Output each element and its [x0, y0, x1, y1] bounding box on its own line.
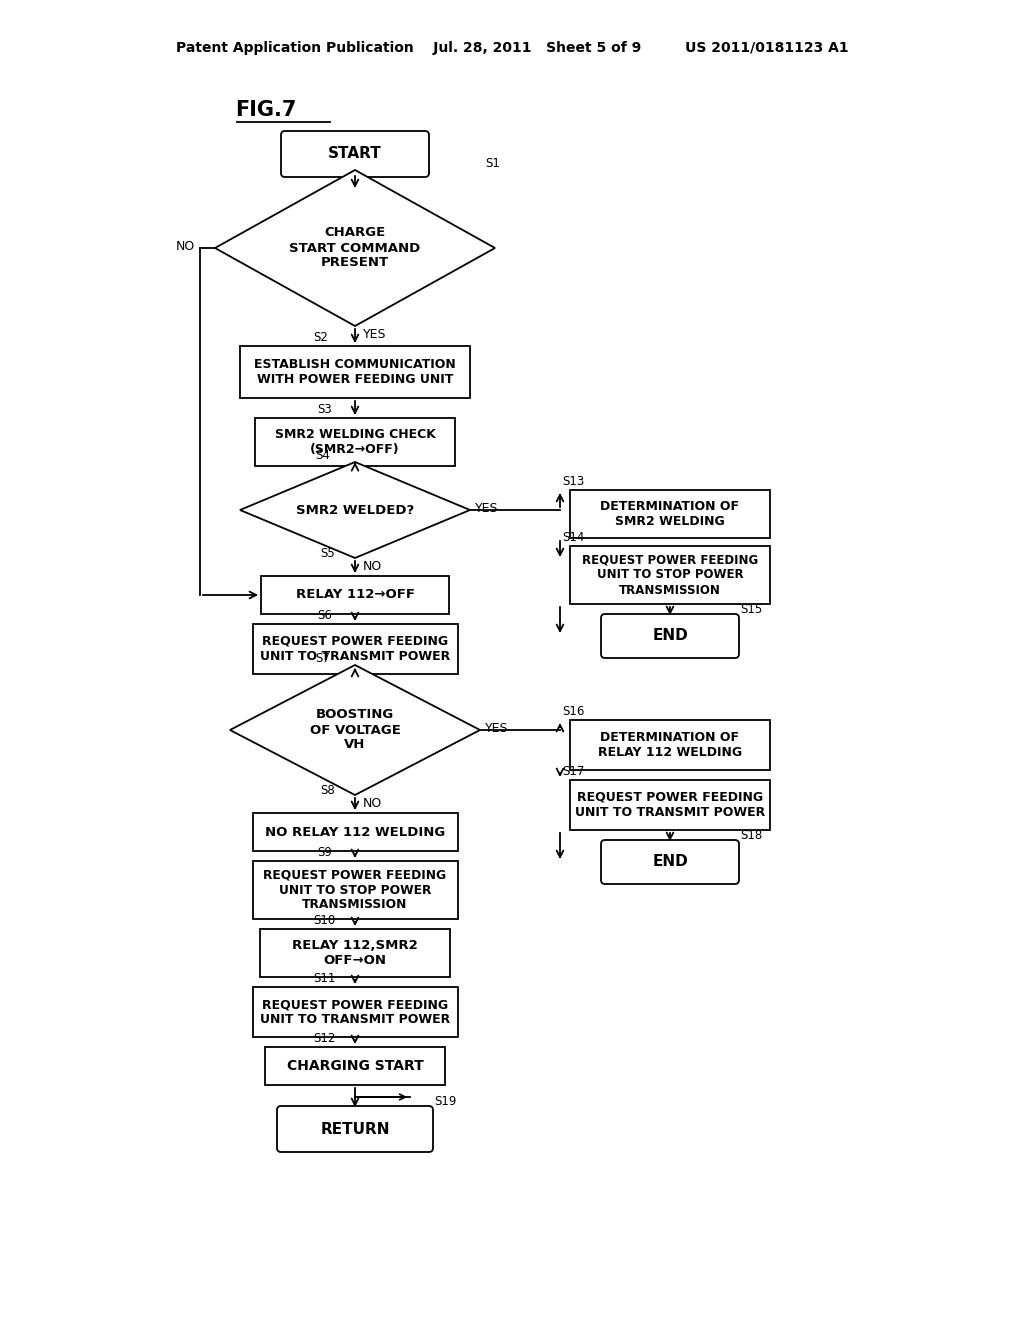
- Text: ESTABLISH COMMUNICATION
WITH POWER FEEDING UNIT: ESTABLISH COMMUNICATION WITH POWER FEEDI…: [254, 358, 456, 385]
- Bar: [255, 418, 455, 466]
- Text: REQUEST POWER FEEDING
UNIT TO TRANSMIT POWER: REQUEST POWER FEEDING UNIT TO TRANSMIT P…: [260, 635, 451, 663]
- Text: S3: S3: [317, 403, 332, 416]
- Text: CHARGING START: CHARGING START: [287, 1059, 423, 1073]
- Text: S5: S5: [319, 546, 335, 560]
- Text: CHARGE
START COMMAND
PRESENT: CHARGE START COMMAND PRESENT: [290, 227, 421, 269]
- FancyBboxPatch shape: [281, 131, 429, 177]
- Polygon shape: [215, 170, 495, 326]
- Bar: [253, 813, 458, 851]
- Text: REQUEST POWER FEEDING
UNIT TO STOP POWER
TRANSMISSION: REQUEST POWER FEEDING UNIT TO STOP POWER…: [582, 553, 758, 597]
- Text: FIG.7: FIG.7: [234, 100, 296, 120]
- Text: S7: S7: [315, 652, 330, 665]
- Text: YES: YES: [475, 502, 499, 515]
- Bar: [260, 929, 450, 977]
- Text: S4: S4: [315, 449, 330, 462]
- Text: END: END: [652, 854, 688, 870]
- Text: S16: S16: [562, 705, 585, 718]
- Polygon shape: [230, 665, 480, 795]
- Text: REQUEST POWER FEEDING
UNIT TO TRANSMIT POWER: REQUEST POWER FEEDING UNIT TO TRANSMIT P…: [574, 791, 765, 818]
- FancyBboxPatch shape: [278, 1106, 433, 1152]
- Text: DETERMINATION OF
SMR2 WELDING: DETERMINATION OF SMR2 WELDING: [600, 500, 739, 528]
- Text: YES: YES: [485, 722, 509, 735]
- Text: S19: S19: [434, 1096, 457, 1107]
- Text: S15: S15: [740, 603, 762, 616]
- Text: S8: S8: [319, 784, 335, 797]
- Bar: [570, 719, 770, 770]
- Text: NO: NO: [362, 560, 382, 573]
- Text: RETURN: RETURN: [321, 1122, 390, 1137]
- Text: SMR2 WELDING CHECK
(SMR2→OFF): SMR2 WELDING CHECK (SMR2→OFF): [274, 428, 435, 455]
- Text: RELAY 112→OFF: RELAY 112→OFF: [296, 589, 415, 602]
- Text: S6: S6: [317, 609, 332, 622]
- Text: S18: S18: [740, 829, 762, 842]
- Bar: [253, 624, 458, 675]
- FancyBboxPatch shape: [601, 840, 739, 884]
- Text: REQUEST POWER FEEDING
UNIT TO TRANSMIT POWER: REQUEST POWER FEEDING UNIT TO TRANSMIT P…: [260, 998, 451, 1026]
- Text: YES: YES: [362, 327, 386, 341]
- Text: S9: S9: [317, 846, 332, 859]
- Bar: [570, 546, 770, 605]
- Polygon shape: [240, 462, 470, 558]
- Text: S14: S14: [562, 531, 585, 544]
- Text: S10: S10: [313, 913, 335, 927]
- Text: S2: S2: [313, 331, 328, 345]
- Text: S17: S17: [562, 766, 585, 777]
- FancyBboxPatch shape: [601, 614, 739, 657]
- Text: BOOSTING
OF VOLTAGE
VH: BOOSTING OF VOLTAGE VH: [309, 709, 400, 751]
- Bar: [253, 987, 458, 1038]
- Text: NO RELAY 112 WELDING: NO RELAY 112 WELDING: [265, 825, 445, 838]
- Text: NO: NO: [176, 240, 195, 253]
- Bar: [253, 861, 458, 919]
- Text: END: END: [652, 628, 688, 644]
- Text: S11: S11: [313, 972, 336, 985]
- Bar: [570, 780, 770, 830]
- Text: S1: S1: [485, 157, 500, 170]
- Text: SMR2 WELDED?: SMR2 WELDED?: [296, 503, 414, 516]
- Text: S13: S13: [562, 475, 585, 488]
- Bar: [570, 490, 770, 539]
- Bar: [261, 576, 449, 614]
- Bar: [240, 346, 470, 399]
- Text: NO: NO: [362, 797, 382, 810]
- Text: REQUEST POWER FEEDING
UNIT TO STOP POWER
TRANSMISSION: REQUEST POWER FEEDING UNIT TO STOP POWER…: [263, 869, 446, 912]
- Text: START: START: [328, 147, 382, 161]
- Text: Patent Application Publication    Jul. 28, 2011   Sheet 5 of 9         US 2011/0: Patent Application Publication Jul. 28, …: [176, 41, 848, 55]
- Text: DETERMINATION OF
RELAY 112 WELDING: DETERMINATION OF RELAY 112 WELDING: [598, 731, 742, 759]
- Text: S12: S12: [313, 1032, 336, 1045]
- Bar: [265, 1047, 445, 1085]
- Text: RELAY 112,SMR2
OFF→ON: RELAY 112,SMR2 OFF→ON: [292, 939, 418, 968]
